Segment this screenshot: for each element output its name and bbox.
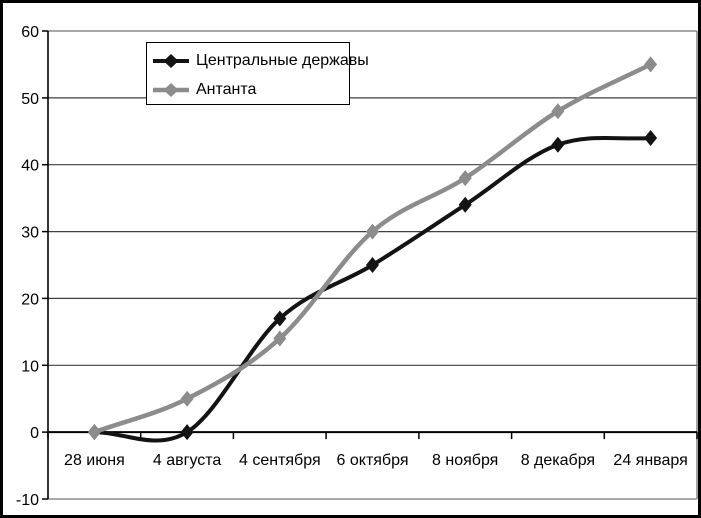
x-tick-label: 4 сентября bbox=[239, 452, 321, 469]
x-tick-label: 24 января bbox=[613, 452, 687, 469]
series-marker-diamond-0 bbox=[366, 257, 379, 273]
x-tick-label: 28 июня bbox=[64, 452, 125, 469]
legend-label-central-powers: Центральные державы bbox=[196, 51, 369, 69]
y-tick-label: 50 bbox=[21, 91, 39, 108]
series-marker-diamond-0 bbox=[180, 424, 194, 441]
series-marker-diamond-1 bbox=[273, 330, 287, 347]
series-marker-diamond-1 bbox=[458, 170, 472, 187]
x-tick-label: 4 августа bbox=[153, 452, 222, 469]
series-marker-diamond-0 bbox=[551, 136, 565, 153]
series-marker-diamond-0 bbox=[644, 130, 658, 146]
y-tick-label: 0 bbox=[30, 425, 39, 442]
y-tick-label: 10 bbox=[21, 358, 39, 375]
y-tick-label: 30 bbox=[21, 225, 39, 242]
x-tick-label: 8 декабря bbox=[521, 452, 595, 469]
legend-item-central-powers: Центральные державы bbox=[153, 46, 369, 75]
series-marker-diamond-1 bbox=[551, 103, 565, 120]
legend: Центральные державы Антанта bbox=[146, 42, 369, 105]
line-chart-plot: 60 50 40 30 20 10 0 -10 28 июня 4 августа 4 сентяб… bbox=[16, 24, 698, 509]
y-tick-label: 20 bbox=[21, 291, 39, 308]
legend-marker-line-diamond-icon bbox=[153, 82, 189, 97]
series-marker-diamond-0 bbox=[458, 196, 472, 213]
series-marker-diamond-1 bbox=[366, 223, 379, 240]
series-marker-diamond-1 bbox=[180, 390, 194, 407]
x-tick-label: 6 октября bbox=[337, 452, 409, 469]
series-line-0 bbox=[92, 135, 653, 443]
y-tick-label: 60 bbox=[21, 24, 39, 41]
y-tick-label: -10 bbox=[16, 492, 39, 509]
legend-item-entente: Антанта bbox=[153, 75, 349, 104]
series-line-1 bbox=[92, 62, 653, 435]
legend-marker-line-diamond-icon bbox=[153, 53, 189, 68]
series-marker-diamond-0 bbox=[273, 310, 287, 327]
y-tick-label: 40 bbox=[21, 158, 39, 175]
series-marker-diamond-1 bbox=[87, 424, 101, 441]
series-marker-diamond-1 bbox=[644, 56, 658, 73]
legend-label-entente: Антанта bbox=[196, 80, 257, 98]
x-tick-label: 8 ноября bbox=[432, 452, 498, 469]
